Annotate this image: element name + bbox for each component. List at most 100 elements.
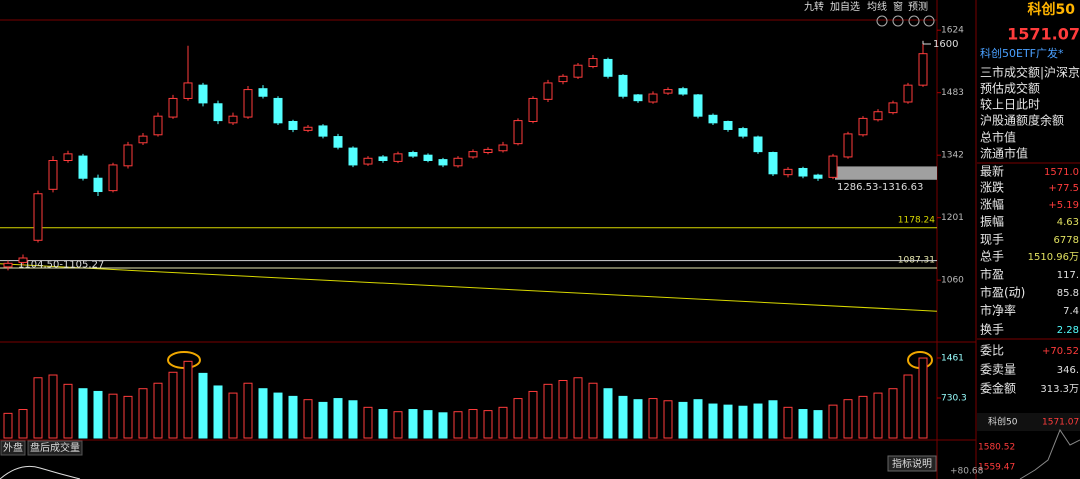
volume-bar <box>648 398 658 439</box>
info-label: 涨幅 <box>980 197 1004 212</box>
volume-bar <box>138 388 148 439</box>
candle-body <box>603 58 613 77</box>
candle-body <box>528 97 538 122</box>
button[interactable] <box>887 455 937 472</box>
candle-body <box>738 128 748 137</box>
candle-body <box>318 125 328 137</box>
info-value: 117. <box>1057 270 1079 281</box>
candle-body <box>648 93 658 103</box>
candle-body <box>33 193 43 241</box>
volume-bar <box>438 412 448 439</box>
volume-bar <box>198 372 208 439</box>
candle-body <box>63 153 73 161</box>
volume-bar <box>303 399 313 439</box>
volume-bar <box>873 392 883 439</box>
volume-bar <box>168 371 178 439</box>
info-label: 预估成交额 <box>980 81 1040 96</box>
candle-body <box>108 164 118 192</box>
candle-body <box>693 94 703 117</box>
volume-bar <box>243 382 253 439</box>
volume-bar <box>483 410 493 439</box>
zone <box>0 260 937 262</box>
candle-body <box>588 58 598 68</box>
volume-bar <box>258 388 268 439</box>
info-label: 涨跌 <box>980 180 1004 195</box>
info-value: 1571.0 <box>1044 167 1079 178</box>
y-tick-label: 1342 <box>941 151 964 161</box>
volume-bar <box>183 360 193 439</box>
info-label: 较上日此时 <box>980 97 1040 112</box>
candle-body <box>543 82 553 100</box>
volume-bar <box>93 390 103 439</box>
candle-body <box>513 120 523 145</box>
volume-bar <box>393 411 403 439</box>
candle-body <box>723 120 733 130</box>
icon[interactable] <box>892 15 904 27</box>
volume-bar <box>588 382 598 439</box>
candle-body <box>3 262 13 268</box>
volume-bar <box>828 404 838 439</box>
tab[interactable] <box>27 440 83 456</box>
icon[interactable] <box>876 15 888 27</box>
mini-tick: 1559.47 <box>978 463 1015 473</box>
zone-label: 1286.53-1316.63 <box>837 182 923 193</box>
toolbar-item[interactable]: 均线 <box>867 0 887 13</box>
volume-bar <box>768 400 778 439</box>
volume-bar <box>903 374 913 439</box>
toolbar-item[interactable]: 预测 <box>908 0 928 13</box>
trendline <box>0 263 938 312</box>
candle-body <box>138 135 148 144</box>
mini-name: 科创50 <box>988 416 1018 428</box>
candle-body <box>303 126 313 131</box>
icon[interactable] <box>923 15 935 27</box>
info-label: 委卖量 <box>980 363 1016 377</box>
info-label: 换手 <box>980 323 1004 337</box>
candle-body <box>423 154 433 161</box>
fund-name: 科创50ETF广发* <box>980 46 1064 60</box>
volume-bar <box>528 390 538 439</box>
mini-line <box>1019 428 1080 479</box>
volume-bar <box>213 385 223 439</box>
info-label: 市盈 <box>980 267 1004 282</box>
info-value: 313.3万 <box>1040 384 1079 395</box>
tab-label[interactable]: 外盘 <box>3 441 23 454</box>
info-value: +5.19 <box>1048 200 1079 211</box>
level-label: 1178.24 <box>898 215 935 225</box>
volume-bar <box>108 393 118 439</box>
candle-body <box>573 64 583 78</box>
candle-body <box>558 75 568 83</box>
volume-bar <box>318 401 328 439</box>
volume-bar <box>663 400 673 439</box>
volume-bar <box>603 388 613 439</box>
candle-body <box>873 111 883 121</box>
candle-body <box>888 102 898 114</box>
toolbar-item[interactable]: 九转 <box>804 0 824 13</box>
volume-bar <box>363 406 373 439</box>
tab[interactable] <box>0 440 26 456</box>
mini-tick: 1580.52 <box>978 443 1015 453</box>
volume-bar <box>858 395 868 439</box>
button-label[interactable]: 指标说明 <box>892 457 932 470</box>
candle-body <box>438 159 448 166</box>
info-value: 6778 <box>1054 235 1079 246</box>
y-tick-label: 1483 <box>941 88 964 98</box>
candle-body <box>393 153 403 162</box>
toolbar-item[interactable]: 窗 <box>893 0 903 13</box>
info-label: 委比 <box>980 344 1004 358</box>
icon[interactable] <box>908 15 920 27</box>
volume-bar <box>348 400 358 439</box>
candle-body <box>468 151 478 158</box>
tab-label[interactable]: 盘后成交量 <box>30 441 80 454</box>
volume-bar <box>288 395 298 439</box>
info-label: 最新 <box>980 164 1004 179</box>
volume-bar <box>408 409 418 439</box>
info-label: 总手 <box>980 250 1004 264</box>
y-tick-label: 1201 <box>941 213 964 223</box>
candle-body <box>48 159 58 190</box>
candle-body <box>843 133 853 158</box>
toolbar-item[interactable]: 加自选 <box>830 0 860 13</box>
y-tick-label: 1461 <box>941 353 964 363</box>
zone <box>835 166 937 180</box>
